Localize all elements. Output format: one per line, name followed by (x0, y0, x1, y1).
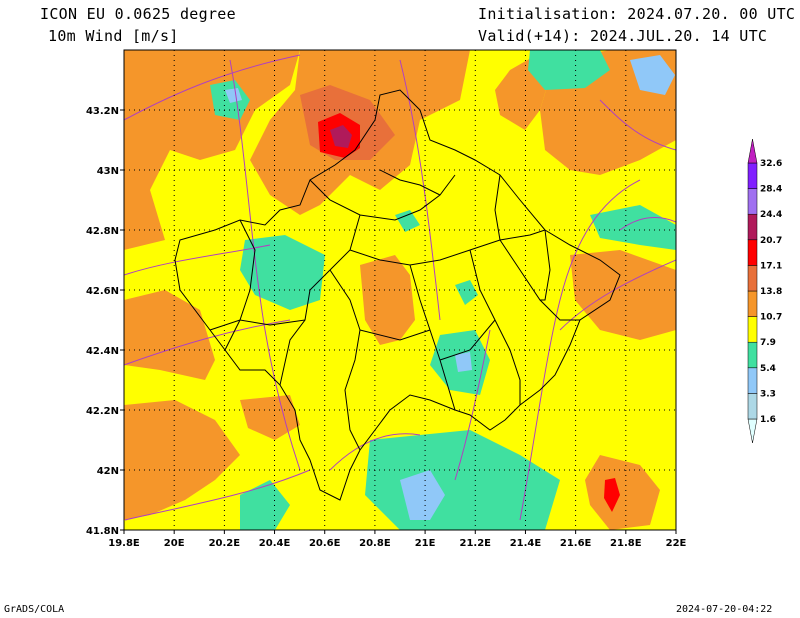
x-tick-label: 21.4E (510, 538, 542, 549)
colorbar-segment (747, 265, 758, 292)
model-title: ICON EU 0.0625 degree (40, 5, 236, 23)
x-tick-label: 20E (164, 538, 185, 549)
y-tick-label: 42.6N (86, 286, 119, 297)
x-tick-label: 21.8E (610, 538, 642, 549)
colorbar-segment (747, 367, 758, 394)
colorbar: 1.6 3.3 5.4 7.9 10.7 13.8 17.1 20.7 24.4 28.4 32.6 (747, 138, 782, 444)
x-tick-label: 20.2E (209, 538, 241, 549)
colorbar-segment (747, 290, 758, 317)
colorbar-segment (747, 341, 758, 369)
x-tick-label: 22E (666, 538, 687, 549)
x-axis: 19.8E 20E 20.2E 20.4E 20.6E 20.8E 21E 21.2E 21.4… (108, 530, 687, 549)
colorbar-label: 20.7 (760, 236, 782, 246)
y-tick-label: 42N (97, 466, 119, 477)
software-credit: GrADS/COLA (4, 604, 65, 615)
x-tick-label: 20.6E (309, 538, 341, 549)
colorbar-segment (747, 188, 758, 215)
x-tick-label: 21.2E (460, 538, 492, 549)
colorbar-label: 24.4 (760, 210, 782, 220)
colorbar-label: 5.4 (760, 364, 776, 374)
colorbar-max-arrow (747, 138, 758, 164)
x-tick-label: 21.6E (560, 538, 592, 549)
x-tick-label: 20.8E (359, 538, 391, 549)
colorbar-label: 17.1 (760, 261, 782, 271)
grid-lines (124, 50, 676, 530)
colorbar-label: 10.7 (760, 313, 782, 323)
colorbar-segment (747, 213, 758, 241)
x-tick-label: 21E (415, 538, 436, 549)
colorbar-segment (747, 316, 758, 343)
colorbar-label: 13.8 (760, 287, 782, 297)
colorbar-label: 28.4 (760, 185, 782, 195)
colorbar-segment (747, 239, 758, 266)
valid-time: Valid(+14): 2024.JUL.20. 14 UTC (478, 27, 768, 45)
y-tick-label: 42.2N (86, 406, 119, 417)
colorbar-segment (747, 393, 758, 420)
variable-title: 10m Wind [m/s] (48, 27, 179, 45)
colorbar-min-arrow (747, 418, 758, 444)
colorbar-label: 3.3 (760, 389, 776, 399)
x-tick-label: 20.4E (259, 538, 291, 549)
y-tick-label: 42.8N (86, 226, 119, 237)
streamlines (124, 54, 676, 521)
y-axis: 41.8N 42N 42.2N 42.4N 42.6N 42.8N 43N 43.2N (86, 106, 124, 537)
x-tick-label: 19.8E (108, 538, 140, 549)
colorbar-label: 7.9 (760, 338, 776, 348)
y-tick-label: 42.4N (86, 346, 119, 357)
y-tick-label: 43.2N (86, 106, 119, 117)
colorbar-segment (747, 162, 758, 189)
y-tick-label: 41.8N (86, 526, 119, 537)
colorbar-label: 32.6 (760, 159, 782, 169)
render-timestamp: 2024-07-20-04:22 (676, 604, 773, 615)
init-time: Initialisation: 2024.07.20. 00 UTC (478, 5, 796, 23)
y-tick-label: 43N (97, 166, 119, 177)
colorbar-label: 1.6 (760, 415, 776, 425)
